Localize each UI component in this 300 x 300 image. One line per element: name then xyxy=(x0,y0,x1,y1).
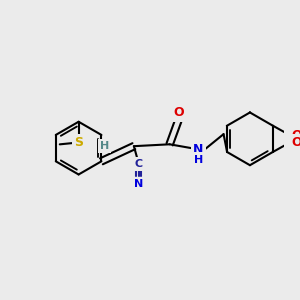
Text: C: C xyxy=(134,159,142,169)
Text: O: O xyxy=(291,136,300,149)
Text: O: O xyxy=(291,129,300,142)
Text: N: N xyxy=(134,179,143,189)
Text: S: S xyxy=(74,136,83,149)
Text: H: H xyxy=(100,141,109,151)
Text: O: O xyxy=(173,106,184,119)
Text: N: N xyxy=(193,143,204,156)
Text: H: H xyxy=(194,154,203,165)
